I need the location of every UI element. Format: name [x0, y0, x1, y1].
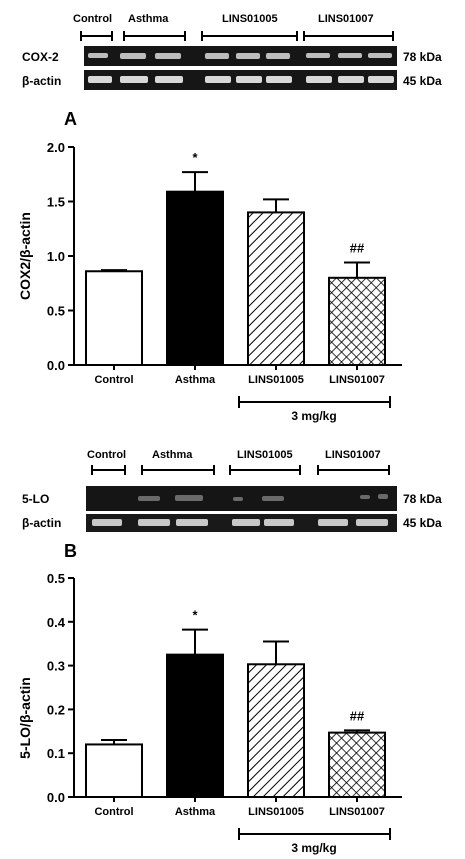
panel-letter-a: A	[64, 109, 77, 129]
blot-b-row-label: β-actin	[22, 516, 61, 530]
blot-a-bands-actin	[88, 76, 394, 83]
blot-b-bands-5lo	[138, 494, 388, 501]
blot-b-row-size: 78 kDa	[403, 492, 442, 506]
y-tick-label: 0.1	[47, 746, 65, 761]
y-tick-label: 0.0	[47, 790, 65, 805]
x-tick-label: Asthma	[175, 374, 216, 386]
blot-a-row-size: 45 kDa	[403, 74, 442, 88]
significance-marker: ##	[350, 241, 365, 256]
x-tick-label: LINS01007	[329, 806, 385, 818]
blot-b-row-size: 45 kDa	[403, 516, 442, 530]
blot-a-row-size: 78 kDa	[403, 50, 442, 64]
significance-marker: *	[192, 608, 198, 623]
bar-asthma	[166, 653, 224, 799]
x-tick-label: Control	[94, 806, 133, 818]
blot-b-group-label: LINS01005	[237, 449, 293, 461]
blot-a-group-label: LINS01005	[222, 13, 278, 25]
blot-b-group-label: Asthma	[152, 449, 193, 461]
chart-b: 5-LO/β-actin 0.0 0.1 0.2 0.3 0.4 0.5 Control As…	[17, 571, 402, 855]
blot-a-group-label: Control	[73, 13, 112, 25]
y-tick-label: 0.2	[47, 702, 65, 717]
chart-a: COX2/β-actin 0.0 0.5 1.0 1.5 2.0 Control Asthm…	[17, 140, 402, 423]
bar-lins01005	[247, 211, 305, 366]
chart-a-dose-label: 3 mg/kg	[291, 409, 336, 423]
chart-a-ylabel: COX2/β-actin	[17, 212, 33, 300]
x-tick-label: LINS01007	[329, 374, 385, 386]
y-tick-label: 0.5	[47, 304, 65, 319]
chart-b-dose-label: 3 mg/kg	[291, 841, 336, 855]
blot-b-group-label: Control	[87, 449, 126, 461]
blot-a: Control Asthma LINS01005 LINS01007 COX-2…	[22, 13, 442, 90]
blot-b-bands-actin	[92, 519, 388, 526]
significance-marker: ##	[350, 708, 365, 723]
bar-lins01007	[328, 276, 386, 366]
blot-b-row-label: 5-LO	[22, 492, 49, 506]
x-tick-label: Control	[94, 374, 133, 386]
blot-a-bands-cox2	[88, 53, 392, 59]
panel-letter-b: B	[64, 541, 77, 561]
y-tick-label: 1.0	[47, 249, 65, 264]
y-tick-label: 2.0	[47, 140, 65, 155]
y-tick-label: 0.3	[47, 659, 65, 674]
bar-asthma	[166, 190, 224, 366]
blot-b-group-label: LINS01007	[325, 449, 381, 461]
x-tick-label: LINS01005	[248, 806, 304, 818]
chart-b-ylabel: 5-LO/β-actin	[17, 677, 33, 759]
blot-a-row-label: β-actin	[22, 74, 61, 88]
x-tick-label: LINS01005	[248, 374, 304, 386]
blot-a-group-label: Asthma	[128, 13, 169, 25]
bar-control	[85, 270, 143, 367]
x-tick-label: Asthma	[175, 806, 216, 818]
significance-marker: *	[192, 150, 198, 165]
y-tick-label: 0.4	[47, 615, 66, 630]
y-tick-label: 1.5	[47, 195, 65, 210]
y-tick-label: 0.5	[47, 571, 65, 586]
blot-b: Control Asthma LINS01005 LINS01007 5-LO …	[22, 449, 442, 532]
bar-lins01007	[328, 731, 386, 799]
blot-a-group-label: LINS01007	[318, 13, 374, 25]
bar-lins01005	[247, 663, 305, 799]
bar-control	[85, 743, 143, 799]
blot-a-row-label: COX-2	[22, 50, 59, 64]
y-tick-label: 0.0	[47, 358, 65, 373]
